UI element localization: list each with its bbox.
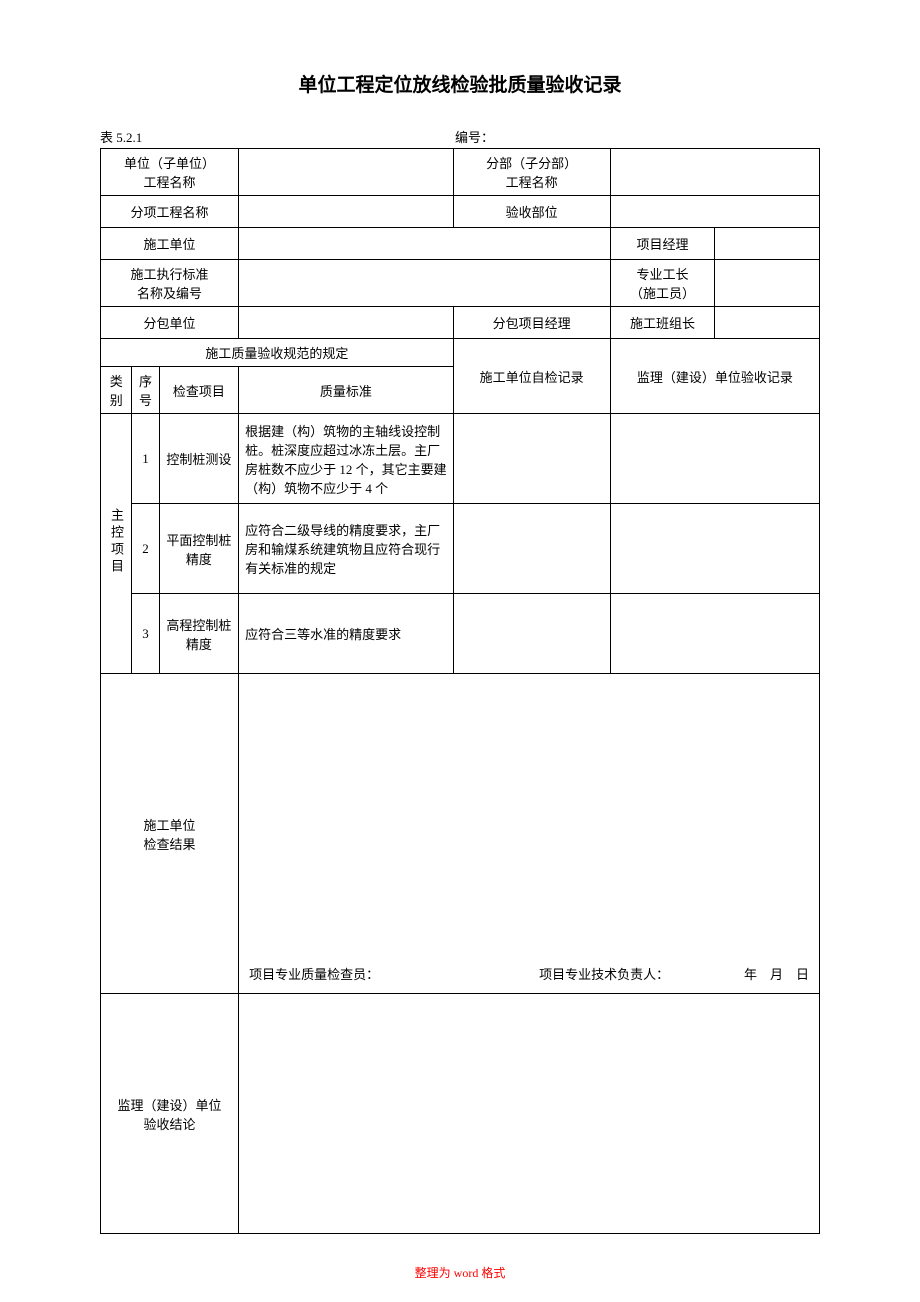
selfcheck-2 xyxy=(453,504,610,594)
item-3: 高程控制桩精度 xyxy=(159,594,239,674)
header-row: 表 5.2.1 编号： xyxy=(100,127,820,146)
subcontractor-label: 分包单位 xyxy=(101,307,239,339)
standard-1: 根据建（构）筑物的主轴线设控制桩。桩深度应超过冰冻土层。主厂房桩数不应少于 12… xyxy=(239,414,454,504)
selfcheck-1 xyxy=(453,414,610,504)
supervisor-1 xyxy=(610,414,819,504)
supervisor-2 xyxy=(610,504,819,594)
seq-2: 2 xyxy=(132,504,159,594)
info-row-3: 施工单位 项目经理 xyxy=(101,228,820,260)
number-label: 编号： xyxy=(455,127,820,146)
subitem-value xyxy=(239,196,454,228)
supervisor-conclusion-row: 监理（建设）单位 验收结论 xyxy=(101,994,820,1234)
accept-part-label: 验收部位 xyxy=(453,196,610,228)
main-table: 单位（子单位） 工程名称 分部（子分部） 工程名称 分项工程名称 验收部位 施工… xyxy=(100,148,820,1234)
self-check-header: 施工单位自检记录 xyxy=(453,339,610,414)
tech-lead-label: 项目专业技术负责人： xyxy=(539,964,729,983)
foreman-label: 专业工长 （施工员） xyxy=(610,260,715,307)
data-row-1: 主控项目 1 控制桩测设 根据建（构）筑物的主轴线设控制桩。桩深度应超过冰冻土层… xyxy=(101,414,820,504)
team-leader-label: 施工班组长 xyxy=(610,307,715,339)
col-standard: 质量标准 xyxy=(239,367,454,414)
subpart-label: 分部（子分部） 工程名称 xyxy=(453,149,610,196)
supervisor-conclusion-label: 监理（建设）单位 验收结论 xyxy=(101,994,239,1234)
footer-text: 整理为 word 格式 xyxy=(100,1264,820,1281)
info-row-2: 分项工程名称 验收部位 xyxy=(101,196,820,228)
seq-1: 1 xyxy=(132,414,159,504)
data-row-3: 3 高程控制桩精度 应符合三等水准的精度要求 xyxy=(101,594,820,674)
pm-value xyxy=(715,228,820,260)
info-row-5: 分包单位 分包项目经理 施工班组长 xyxy=(101,307,820,339)
spec-header: 施工质量验收规范的规定 xyxy=(101,339,454,367)
info-row-4: 施工执行标准 名称及编号 专业工长 （施工员） xyxy=(101,260,820,307)
foreman-value xyxy=(715,260,820,307)
table-code: 表 5.2.1 xyxy=(100,127,455,146)
info-row-1: 单位（子单位） 工程名称 分部（子分部） 工程名称 xyxy=(101,149,820,196)
construction-result-row: 施工单位 检查结果 项目专业质量检查员： 项目专业技术负责人： 年 月 日 xyxy=(101,674,820,994)
construction-unit-value xyxy=(239,228,611,260)
subpart-value xyxy=(610,149,819,196)
standard-label: 施工执行标准 名称及编号 xyxy=(101,260,239,307)
unit-project-value xyxy=(239,149,454,196)
supervisor-conclusion-value xyxy=(239,994,820,1234)
team-leader-value xyxy=(715,307,820,339)
date-label: 年 月 日 xyxy=(729,964,809,983)
construction-result-label: 施工单位 检查结果 xyxy=(101,674,239,994)
construction-result-value: 项目专业质量检查员： 项目专业技术负责人： 年 月 日 xyxy=(239,674,820,994)
unit-project-label: 单位（子单位） 工程名称 xyxy=(101,149,239,196)
col-category: 类别 xyxy=(101,367,132,414)
data-row-2: 2 平面控制桩精度 应符合二级导线的精度要求，主厂房和输煤系统建筑物且应符合现行… xyxy=(101,504,820,594)
construction-unit-label: 施工单位 xyxy=(101,228,239,260)
selfcheck-3 xyxy=(453,594,610,674)
subitem-label: 分项工程名称 xyxy=(101,196,239,228)
standard-value xyxy=(239,260,611,307)
supervisor-3 xyxy=(610,594,819,674)
subcontractor-value xyxy=(239,307,454,339)
pm-label: 项目经理 xyxy=(610,228,715,260)
category-cell: 主控项目 xyxy=(101,414,132,674)
col-item: 检查项目 xyxy=(159,367,239,414)
quality-inspector-label: 项目专业质量检查员： xyxy=(249,964,539,983)
standard-3: 应符合三等水准的精度要求 xyxy=(239,594,454,674)
spec-header-row: 施工质量验收规范的规定 施工单位自检记录 监理（建设）单位验收记录 xyxy=(101,339,820,367)
accept-part-value xyxy=(610,196,819,228)
col-seq: 序号 xyxy=(132,367,159,414)
standard-2: 应符合二级导线的精度要求，主厂房和输煤系统建筑物且应符合现行有关标准的规定 xyxy=(239,504,454,594)
item-2: 平面控制桩精度 xyxy=(159,504,239,594)
seq-3: 3 xyxy=(132,594,159,674)
supervisor-header: 监理（建设）单位验收记录 xyxy=(610,339,819,414)
page-title: 单位工程定位放线检验批质量验收记录 xyxy=(100,70,820,97)
sub-pm-label: 分包项目经理 xyxy=(453,307,610,339)
item-1: 控制桩测设 xyxy=(159,414,239,504)
